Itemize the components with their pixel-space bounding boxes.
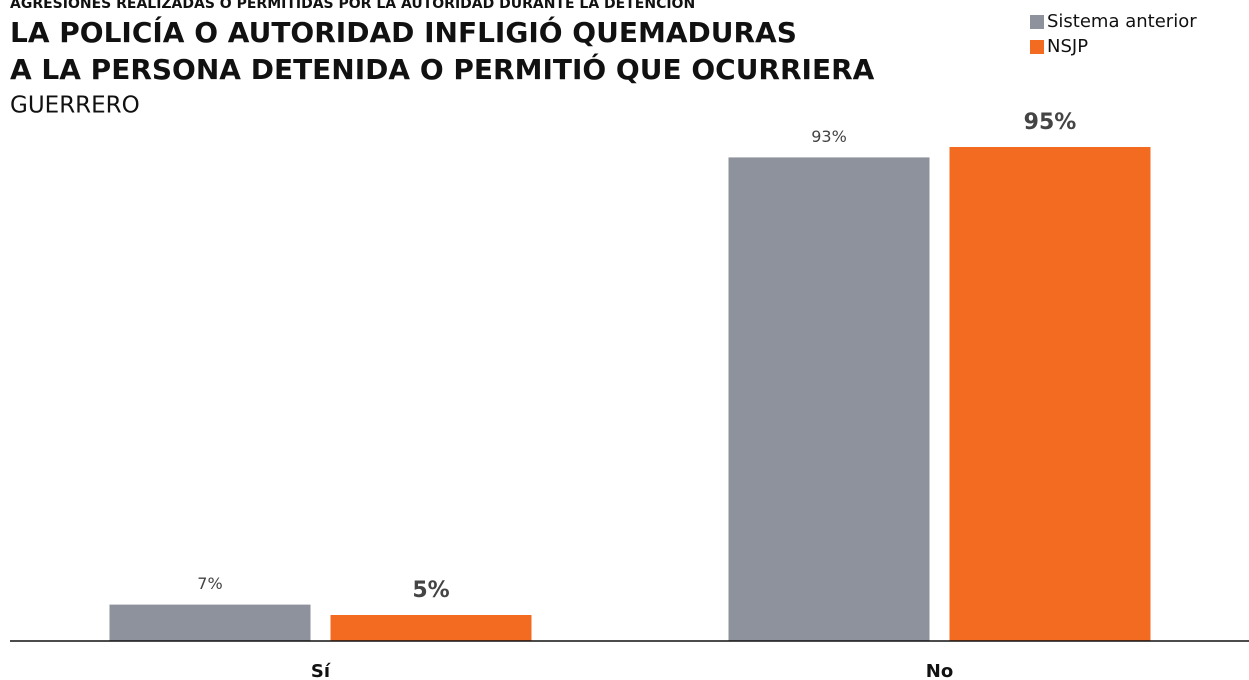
chart-title: LA POLICÍA O AUTORIDAD INFLIGIÓ QUEMADUR… — [10, 15, 797, 49]
value-label: 93% — [811, 127, 847, 146]
value-label: 95% — [1024, 110, 1077, 135]
value-label: 7% — [197, 574, 222, 593]
bar — [949, 147, 1151, 641]
bar — [728, 157, 930, 641]
chart-supertitle: AGRESIONES REALIZADAS O PERMITIDAS POR L… — [10, 0, 695, 12]
bar — [109, 604, 311, 641]
value-label: 5% — [412, 578, 449, 603]
x-tick-label: No — [926, 661, 953, 680]
chart-subtitle: GUERRERO — [10, 93, 140, 119]
x-tick-label: Sí — [311, 661, 331, 680]
chart-title: A LA PERSONA DETENIDA O PERMITIÓ QUE OCU… — [10, 52, 875, 86]
legend-swatch — [1030, 40, 1044, 54]
legend-swatch — [1030, 15, 1044, 29]
legend-label: NSJP — [1047, 36, 1088, 57]
bar — [330, 615, 532, 641]
legend-label: Sistema anterior — [1047, 11, 1197, 32]
